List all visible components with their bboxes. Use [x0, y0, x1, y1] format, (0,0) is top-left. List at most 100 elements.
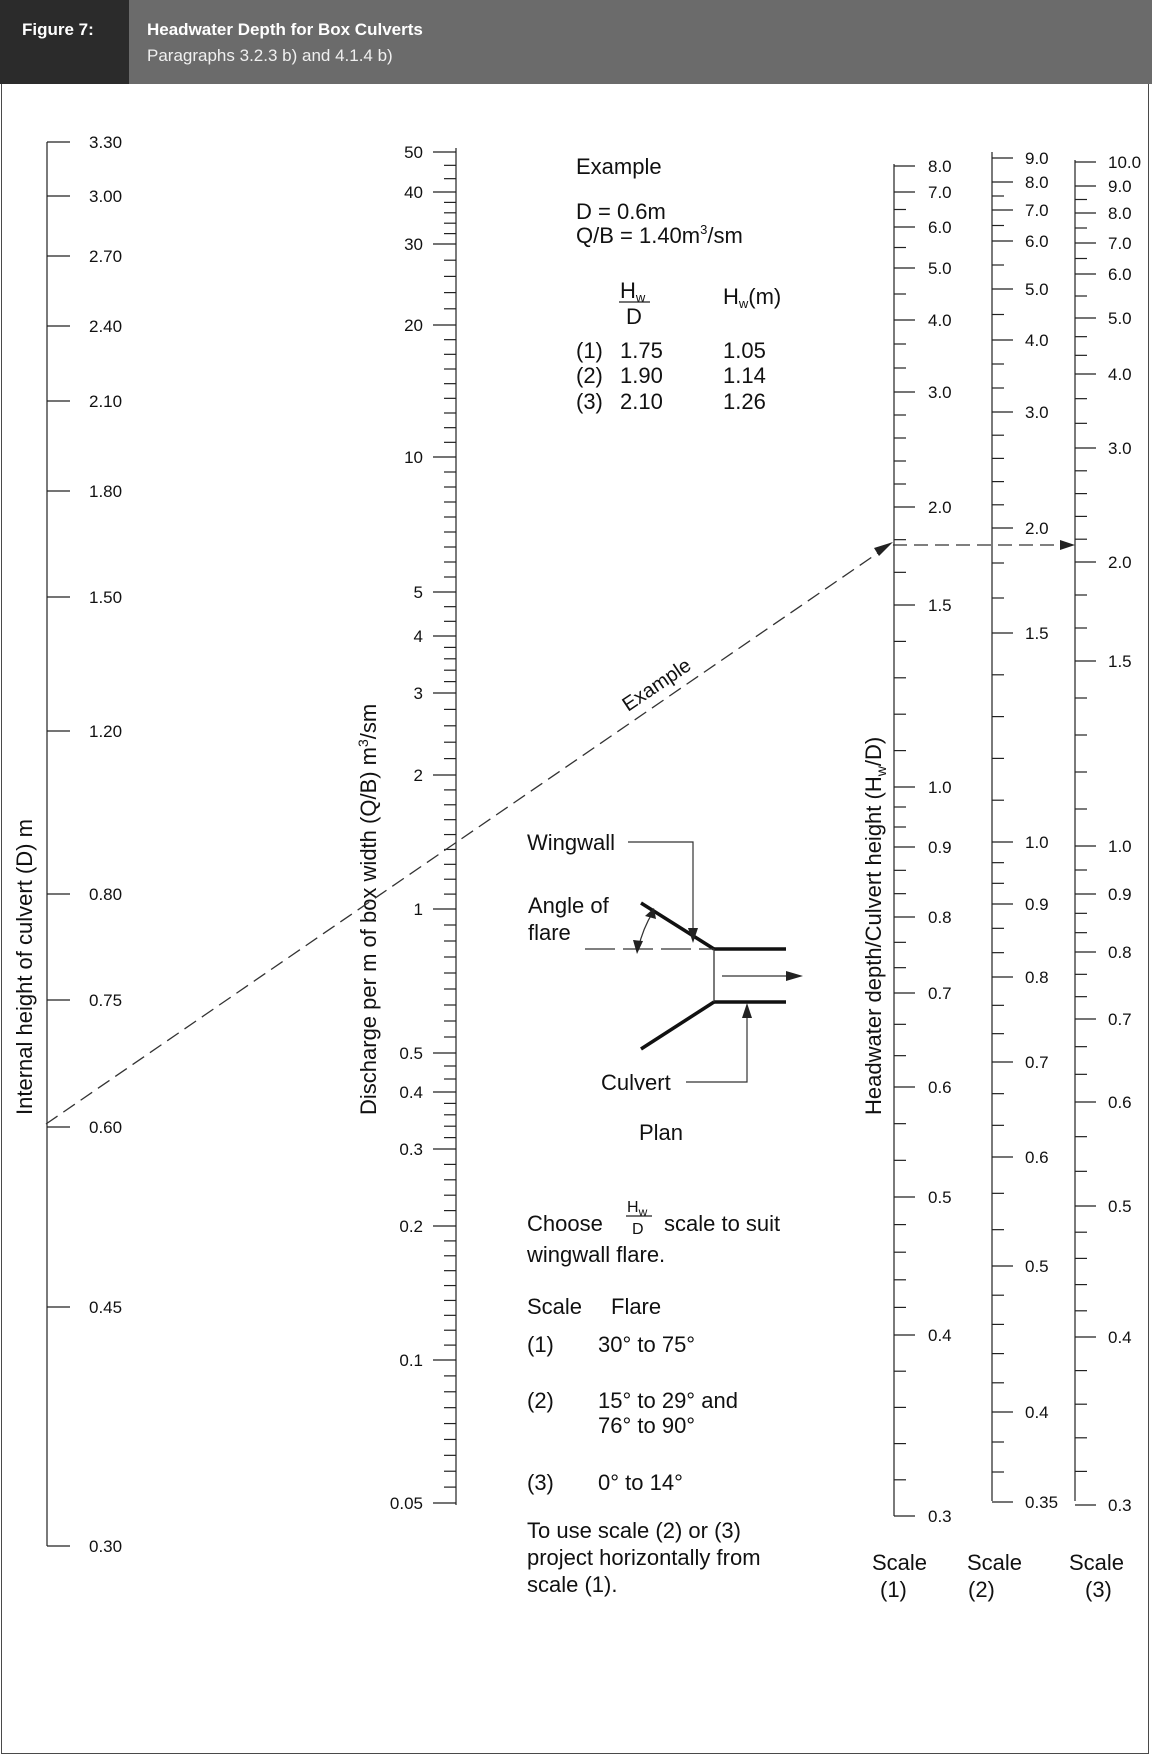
angle-of-flare-label: Angle of	[528, 893, 610, 918]
svg-text:2.10: 2.10	[620, 389, 663, 414]
example-heading: Example	[576, 154, 662, 179]
hw-scale-3-tick-label: 0.9	[1108, 885, 1132, 904]
hw-scale-1-tick-label: 1.5	[928, 596, 952, 615]
d-scale-tick-label: 1.80	[89, 482, 122, 501]
d-scale-tick-label: 1.20	[89, 722, 122, 741]
d-scale-tick-label: 0.30	[89, 1537, 122, 1556]
hw-scale-1-tick-label: 5.0	[928, 259, 952, 278]
hw-scale-2-tick-label: 8.0	[1025, 173, 1049, 192]
hw-scale-3-tick-label: 0.6	[1108, 1093, 1132, 1112]
hw-scale-3-tick-label: 0.4	[1108, 1328, 1132, 1347]
hw-scale-3-tick-label: 6.0	[1108, 265, 1132, 284]
hw-scale-3-tick-label: 0.5	[1108, 1197, 1132, 1216]
flare-table-row-scale: (1)	[527, 1332, 554, 1357]
choose-text-line2: wingwall flare.	[526, 1242, 665, 1267]
example-d-value: D = 0.6m	[576, 199, 666, 224]
example-line	[45, 545, 889, 1125]
example-line-label: Example	[618, 654, 695, 716]
scale-labels: 3.303.002.702.402.101.801.501.200.800.75…	[89, 133, 1141, 1556]
hw-scale-3-tick-label: 8.0	[1108, 204, 1132, 223]
hw-scale-1-tick-label: 0.9	[928, 838, 952, 857]
hw-scale-2-tick-label: 5.0	[1025, 280, 1049, 299]
q-scale-tick-label: 3	[414, 684, 423, 703]
hw-scale-3-tick-label: 4.0	[1108, 365, 1132, 384]
hw-scale-3-tick-label: 1.5	[1108, 652, 1132, 671]
d-scale-tick-label: 3.30	[89, 133, 122, 152]
figure-label-box: Figure 7:	[0, 0, 129, 84]
svg-text:1.90: 1.90	[620, 363, 663, 388]
svg-text:1.26: 1.26	[723, 389, 766, 414]
q-scale-tick-label: 2	[414, 766, 423, 785]
q-scale-tick-label: 4	[414, 627, 423, 646]
hw-scale-1-tick-label: 3.0	[928, 383, 952, 402]
q-scale-tick-label: 0.2	[399, 1217, 423, 1236]
example-block: Example D = 0.6m Q/B = 1.40m3/sm Hw D Hw…	[576, 154, 781, 414]
figure-title: Headwater Depth for Box Culverts	[147, 20, 423, 39]
flare-table-head-scale: Scale	[527, 1294, 582, 1319]
choose-text: Choose	[527, 1211, 603, 1236]
q-scale-tick-label: 0.5	[399, 1044, 423, 1063]
hw-scale-3-tick-label: 0.8	[1108, 943, 1132, 962]
hw-scale-3-tick-label: 2.0	[1108, 553, 1132, 572]
flare-table-row-flare: 15° to 29° and	[598, 1388, 738, 1413]
angle-of-flare-label: flare	[528, 920, 571, 945]
d-scale-tick-label: 0.75	[89, 991, 122, 1010]
figure-subtitle: Paragraphs 3.2.3 b) and 4.1.4 b)	[147, 46, 393, 65]
hw-scale-1-tick-label: 6.0	[928, 218, 952, 237]
plan-sketch: Wingwall Angle of flare Culvert Plan	[527, 830, 803, 1145]
example-row: (3) 2.10 1.26	[576, 389, 766, 414]
flare-table-head-flare: Flare	[611, 1294, 661, 1319]
hw-scale-2-tick-label: 6.0	[1025, 232, 1049, 251]
flare-table-row-scale: (3)	[527, 1470, 554, 1495]
figure-frame	[1, 84, 1149, 1754]
scale1-caption-number: (1)	[880, 1577, 907, 1602]
svg-text:1.14: 1.14	[723, 363, 766, 388]
flare-table-row-scale: (2)	[527, 1388, 554, 1413]
flare-table-row-flare: 0° to 14°	[598, 1470, 683, 1495]
wingwall-label: Wingwall	[527, 830, 615, 855]
hw-scale-1-tick-label: 0.3	[928, 1507, 952, 1526]
example-row: (1) 1.75 1.05	[576, 338, 766, 363]
d-scale-tick-label: 3.00	[89, 187, 122, 206]
svg-text:1.05: 1.05	[723, 338, 766, 363]
hw-scale-1-tick-label: 0.4	[928, 1326, 952, 1345]
projection-arrowhead	[1060, 540, 1075, 550]
svg-text:1.75: 1.75	[620, 338, 663, 363]
d-axis-title: Internal height of culvert (D) m	[12, 819, 37, 1115]
example-row: (2) 1.90 1.14	[576, 363, 766, 388]
hw-axis-title: Headwater depth/Culvert height (Hw/D)	[861, 737, 889, 1115]
choose-fraction-denominator: D	[632, 1221, 644, 1238]
d-scale-tick-label: 0.45	[89, 1298, 122, 1317]
header-bar: Figure 7: Headwater Depth for Box Culver…	[0, 0, 1152, 84]
flare-table-row-flare2: 76° to 90°	[598, 1413, 695, 1438]
d-scale-tick-label: 2.10	[89, 392, 122, 411]
scale2-caption-number: (2)	[968, 1577, 995, 1602]
hw-scale-1-tick-label: 0.8	[928, 908, 952, 927]
hw-scale-3-tick-label: 0.7	[1108, 1010, 1132, 1029]
hw-scale-2-tick-label: 1.5	[1025, 624, 1049, 643]
hw-scale-3-tick-label: 1.0	[1108, 837, 1132, 856]
d-scale-tick-label: 2.70	[89, 247, 122, 266]
q-scale-tick-label: 30	[404, 235, 423, 254]
hw-scale-1-tick-label: 0.7	[928, 984, 952, 1003]
q-scale-tick-label: 10	[404, 448, 423, 467]
scale-captions: Scale (1) Scale (2) Scale (3)	[872, 1550, 1124, 1602]
hw-scale-3-tick-label: 0.3	[1108, 1496, 1132, 1515]
choose-fraction-numerator: Hw	[627, 1199, 648, 1219]
d-scale-tick-label: 0.80	[89, 885, 122, 904]
use-scale-note: To use scale (2) or (3)	[527, 1518, 741, 1543]
hw-scale-2-tick-label: 0.9	[1025, 895, 1049, 914]
scale1-caption: Scale	[872, 1550, 927, 1575]
d-scale-tick-label: 1.50	[89, 588, 122, 607]
hw-scale-3-tick-label: 10.0	[1108, 153, 1141, 172]
example-line-arrowhead	[874, 542, 893, 556]
d-scale-tick-label: 0.60	[89, 1118, 122, 1137]
q-scale-tick-label: 0.4	[399, 1083, 423, 1102]
hw-scale-2-tick-label: 0.8	[1025, 968, 1049, 987]
example-qb-value: Q/B = 1.40m3/sm	[576, 222, 743, 248]
hw-scale-1-tick-label: 2.0	[928, 498, 952, 517]
q-scale-tick-label: 0.3	[399, 1140, 423, 1159]
use-scale-note: project horizontally from	[527, 1545, 761, 1570]
svg-text:(3): (3)	[576, 389, 603, 414]
